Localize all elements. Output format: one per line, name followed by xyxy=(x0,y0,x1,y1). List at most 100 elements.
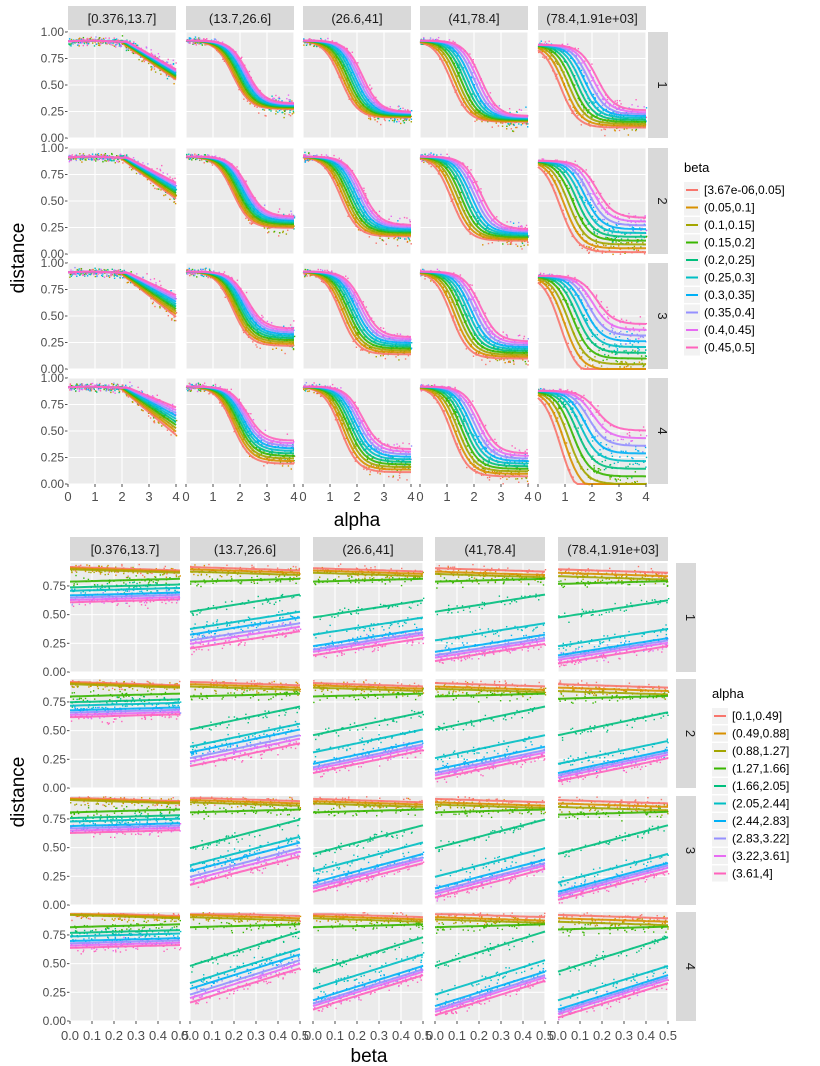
data-point xyxy=(188,37,191,39)
data-point xyxy=(68,160,71,163)
data-point xyxy=(259,347,261,349)
data-point xyxy=(616,102,618,104)
data-point xyxy=(111,268,113,271)
data-point xyxy=(633,245,636,248)
data-point xyxy=(428,153,430,155)
data-point xyxy=(435,165,438,168)
data-point xyxy=(262,108,264,111)
data-point xyxy=(154,305,156,308)
data-point xyxy=(521,242,524,245)
data-point xyxy=(122,155,125,157)
data-point xyxy=(96,155,98,157)
data-point xyxy=(454,177,456,180)
data-point xyxy=(278,96,280,99)
data-point xyxy=(627,238,629,240)
data-point xyxy=(203,38,205,40)
data-point xyxy=(615,241,617,243)
data-point xyxy=(364,197,366,199)
data-point xyxy=(597,203,599,205)
data-point xyxy=(604,134,606,137)
data-point xyxy=(291,101,293,103)
data-point xyxy=(573,75,576,77)
data-point xyxy=(193,43,195,45)
data-point xyxy=(90,36,92,39)
data-point xyxy=(568,187,570,190)
data-point xyxy=(345,56,347,58)
data-point xyxy=(291,100,293,102)
data-point xyxy=(521,226,523,228)
data-point xyxy=(525,123,528,126)
data-point xyxy=(114,274,116,276)
data-point xyxy=(171,318,173,320)
data-point xyxy=(103,39,105,41)
data-point xyxy=(588,251,591,254)
data-point xyxy=(588,109,590,111)
data-point xyxy=(644,215,646,217)
data-point xyxy=(267,232,269,234)
data-point xyxy=(592,101,594,103)
data-point xyxy=(594,219,597,221)
data-point xyxy=(102,37,105,40)
data-point xyxy=(423,38,425,40)
data-point xyxy=(603,244,605,246)
data-point xyxy=(632,229,634,231)
data-point xyxy=(154,54,156,56)
data-point xyxy=(399,118,402,120)
data-point xyxy=(526,126,529,128)
data-point xyxy=(79,159,82,161)
data-point xyxy=(466,176,469,178)
data-point xyxy=(307,160,310,162)
data-point xyxy=(164,194,167,196)
data-point xyxy=(402,120,404,122)
data-point xyxy=(316,154,318,156)
data-point xyxy=(363,189,365,192)
data-point xyxy=(108,37,110,39)
data-point xyxy=(151,302,154,305)
data-point xyxy=(407,109,409,111)
data-point xyxy=(97,159,99,161)
data-point xyxy=(76,272,79,275)
data-point xyxy=(292,110,295,112)
data-point xyxy=(606,236,609,239)
data-point xyxy=(452,50,455,52)
data-point xyxy=(316,45,318,48)
data-point xyxy=(283,325,285,327)
data-point xyxy=(162,172,164,174)
data-point xyxy=(581,103,583,106)
data-point xyxy=(130,271,132,273)
data-point xyxy=(527,236,529,238)
data-point xyxy=(406,240,409,243)
data-point xyxy=(595,192,598,194)
data-point xyxy=(429,37,432,39)
data-point xyxy=(70,45,72,47)
data-point xyxy=(76,275,78,278)
data-point xyxy=(590,192,592,195)
data-point xyxy=(482,244,484,246)
facet-strip xyxy=(303,6,411,30)
data-point xyxy=(136,44,139,47)
data-point xyxy=(596,92,598,95)
data-point xyxy=(106,274,108,276)
smooth-line xyxy=(419,155,529,230)
data-point xyxy=(102,42,104,44)
data-point xyxy=(580,69,583,72)
data-point xyxy=(142,162,144,164)
data-point xyxy=(358,198,361,200)
data-point xyxy=(94,267,96,270)
data-point xyxy=(206,43,208,46)
facet-strip xyxy=(186,6,294,30)
data-point xyxy=(167,58,169,61)
data-point xyxy=(597,228,599,231)
data-point xyxy=(79,158,81,160)
data-point xyxy=(467,171,469,174)
data-point xyxy=(399,237,402,239)
data-point xyxy=(591,80,593,82)
data-point xyxy=(590,198,592,201)
data-point xyxy=(277,99,280,102)
data-point xyxy=(190,157,192,160)
data-point xyxy=(291,113,294,115)
data-point xyxy=(282,213,285,216)
data-point xyxy=(93,45,96,47)
data-point xyxy=(432,154,434,157)
data-point xyxy=(163,194,165,197)
